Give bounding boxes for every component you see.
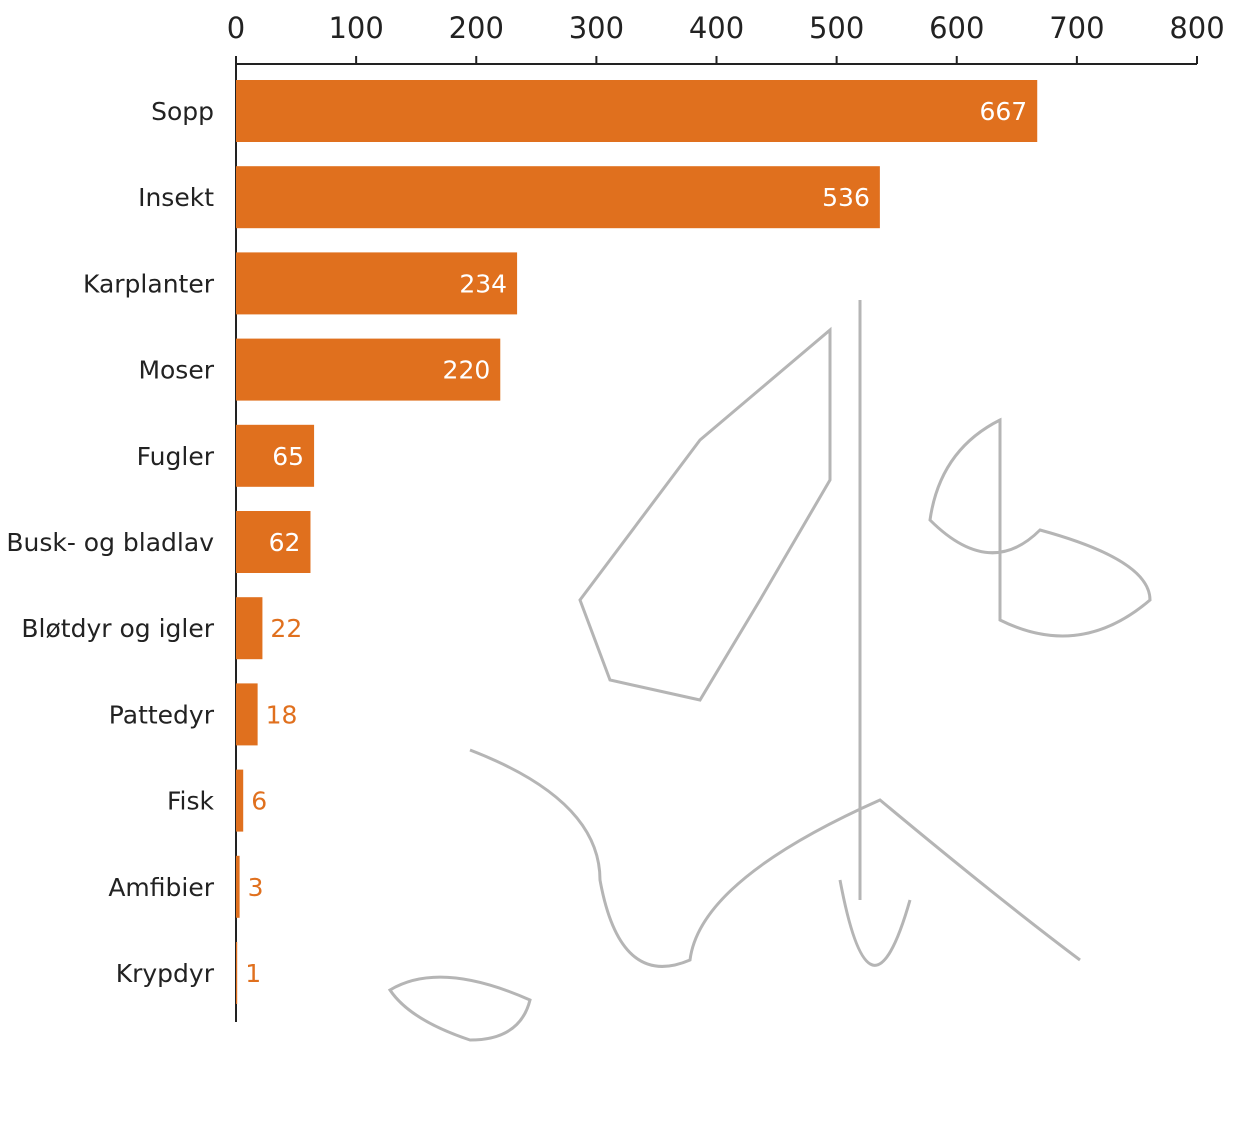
y-tick-label: Insekt — [138, 183, 214, 212]
y-tick-label: Fisk — [167, 787, 215, 816]
x-tick-label: 400 — [689, 11, 744, 45]
butterfly-illustration — [928, 417, 1152, 638]
value-label: 62 — [269, 528, 301, 557]
y-tick-label: Amfibier — [108, 873, 214, 902]
x-tick-label: 500 — [809, 11, 864, 45]
value-label: 65 — [272, 442, 304, 471]
x-tick-label: 200 — [449, 11, 504, 45]
x-tick-label: 600 — [929, 11, 984, 45]
bar — [236, 769, 244, 832]
value-label: 667 — [980, 97, 1028, 126]
value-label: 220 — [443, 356, 491, 385]
bar — [236, 338, 501, 401]
bar — [236, 424, 315, 487]
bar — [236, 166, 880, 229]
y-tick-label: Moser — [138, 356, 214, 385]
y-tick-label: Krypdyr — [116, 959, 215, 988]
x-tick-label: 0 — [227, 11, 245, 45]
y-tick-label: Pattedyr — [109, 700, 215, 729]
x-tick-label: 800 — [1169, 11, 1224, 45]
bar — [236, 597, 263, 660]
value-label: 18 — [266, 700, 298, 729]
bar — [236, 855, 240, 918]
value-label: 6 — [251, 787, 267, 816]
beetle-illustration — [387, 975, 532, 1042]
bat-illustration — [578, 326, 832, 702]
y-tick-label: Sopp — [151, 97, 214, 126]
bar — [236, 252, 518, 315]
value-label: 3 — [248, 873, 264, 902]
bar — [236, 942, 238, 1004]
bar — [236, 80, 1038, 142]
value-label: 234 — [459, 269, 507, 298]
bar — [236, 683, 258, 746]
y-tick-label: Fugler — [137, 442, 215, 471]
x-tick-label: 300 — [569, 11, 624, 45]
plant-illustration — [838, 300, 912, 967]
value-label: 22 — [270, 614, 302, 643]
y-tick-label: Busk- og bladlav — [6, 528, 214, 557]
value-label: 536 — [822, 183, 870, 212]
x-tick-label: 100 — [328, 11, 383, 45]
decoration — [387, 300, 1152, 1042]
y-tick-label: Bløtdyr og igler — [21, 614, 214, 643]
lizard-illustration — [469, 748, 1081, 968]
bar — [236, 511, 311, 573]
value-label: 1 — [245, 959, 261, 988]
y-tick-label: Karplanter — [83, 269, 215, 298]
x-tick-label: 700 — [1049, 11, 1104, 45]
